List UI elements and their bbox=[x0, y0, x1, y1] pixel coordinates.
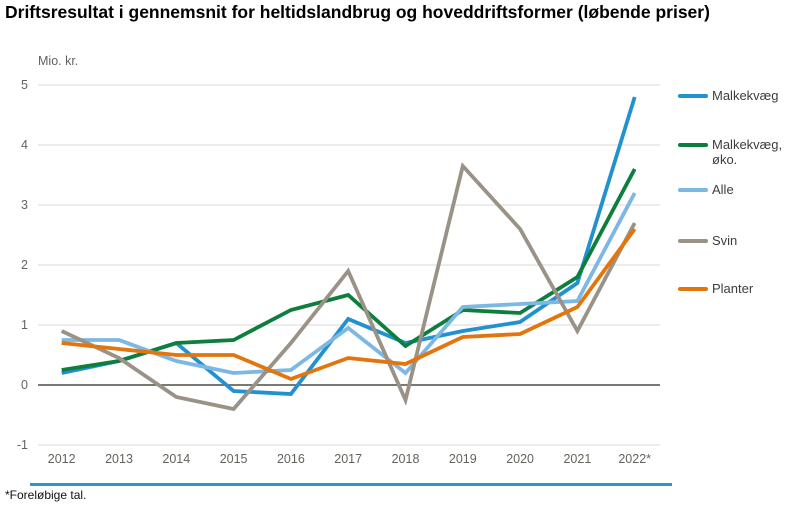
x-tick-label: 2021 bbox=[563, 452, 592, 466]
x-tick-label: 2018 bbox=[391, 452, 420, 466]
legend-line-swatch bbox=[678, 287, 708, 291]
x-tick-label: 2020 bbox=[506, 452, 534, 466]
y-axis-unit-label: Mio. kr. bbox=[38, 54, 79, 68]
x-tick-label: 2013 bbox=[105, 452, 133, 466]
x-tick-label: 2014 bbox=[162, 452, 191, 466]
legend-line-swatch bbox=[678, 94, 708, 98]
legend-label: Malkekvæg bbox=[712, 88, 779, 103]
y-tick-label: 0 bbox=[21, 378, 28, 392]
chart-title: Driftsresultat i gennemsnit for heltidsl… bbox=[5, 2, 710, 22]
series-line-planter bbox=[61, 227, 637, 382]
series-line-svin bbox=[60, 162, 637, 412]
footnote: *Foreløbige tal. bbox=[5, 488, 87, 502]
legend-item: Alle bbox=[678, 182, 798, 197]
legend-label: Malkekvæg, øko. bbox=[712, 137, 783, 167]
y-tick-label: 1 bbox=[21, 318, 28, 332]
y-tick-label: 5 bbox=[21, 78, 28, 92]
x-tick-label: 2019 bbox=[448, 452, 477, 466]
y-tick-label: 2 bbox=[21, 258, 28, 272]
legend-label: Planter bbox=[712, 281, 754, 296]
legend-line-swatch bbox=[678, 239, 708, 243]
x-tick-label: 2016 bbox=[276, 452, 305, 466]
x-tick-label: 2012 bbox=[47, 452, 76, 466]
x-tick-label: 2017 bbox=[334, 452, 363, 466]
legend-item: Planter bbox=[678, 281, 798, 296]
legend-line-swatch bbox=[678, 188, 708, 192]
series-line-malkekv-g-ko- bbox=[61, 168, 637, 372]
legend-item: Svin bbox=[678, 233, 798, 248]
bottom-accent-rule bbox=[30, 483, 672, 486]
legend-item: Malkekvæg, øko. bbox=[678, 137, 798, 167]
y-tick-label: 4 bbox=[21, 138, 28, 152]
y-tick-label: -1 bbox=[16, 438, 28, 452]
x-tick-label: 2015 bbox=[219, 452, 248, 466]
legend-label: Svin bbox=[712, 233, 738, 248]
y-tick-label: 3 bbox=[21, 198, 28, 212]
x-tick-label: 2022* bbox=[618, 452, 652, 466]
legend-label: Alle bbox=[712, 182, 734, 197]
legend-item: Malkekvæg bbox=[678, 88, 798, 103]
legend-line-swatch bbox=[678, 143, 708, 147]
